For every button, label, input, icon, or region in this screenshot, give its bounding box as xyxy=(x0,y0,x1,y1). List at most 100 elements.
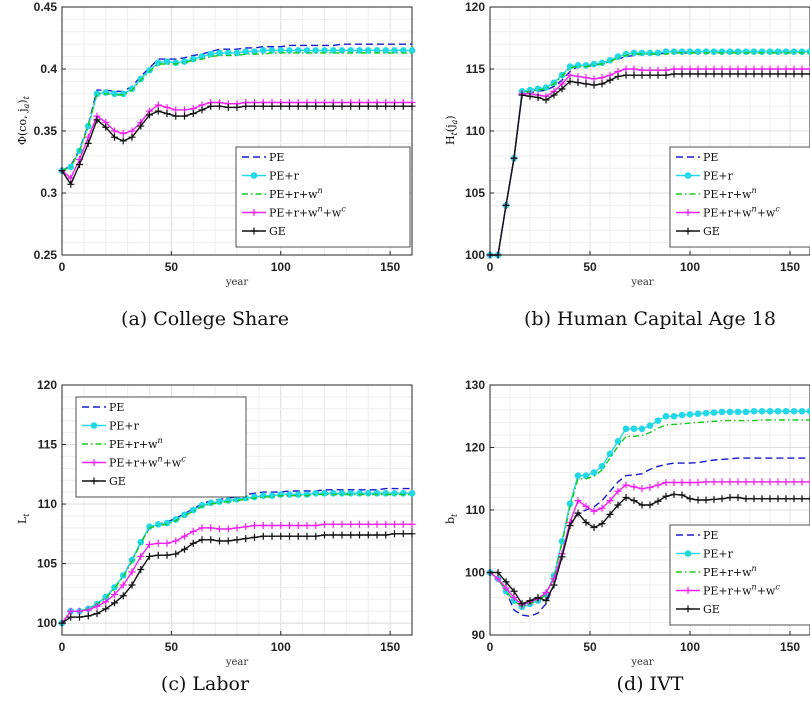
data-point xyxy=(614,501,622,509)
data-point xyxy=(662,492,670,500)
data-point xyxy=(782,478,790,486)
x-tick-label: 100 xyxy=(680,640,700,654)
data-point xyxy=(574,497,582,505)
data-point xyxy=(67,607,75,615)
x-tick-label: 150 xyxy=(380,640,400,654)
data-point xyxy=(102,598,110,606)
series-pe-r-w-n xyxy=(61,52,412,172)
data-point xyxy=(718,70,726,78)
data-point xyxy=(356,490,363,497)
data-point xyxy=(534,594,542,601)
data-point xyxy=(382,531,390,539)
data-point xyxy=(356,520,363,528)
data-point xyxy=(566,71,574,79)
data-point xyxy=(277,521,285,529)
data-point xyxy=(111,90,118,98)
y-tick-label: 0.25 xyxy=(34,248,58,262)
data-point xyxy=(181,106,188,114)
data-point xyxy=(622,65,630,73)
legend-marker xyxy=(684,587,692,594)
data-point xyxy=(373,490,381,497)
y-tick-label: 0.3 xyxy=(40,186,57,200)
data-point xyxy=(782,70,790,78)
data-point xyxy=(726,408,734,416)
legend-label: PE+r+wn​ xyxy=(703,186,757,201)
data-point xyxy=(694,496,702,504)
data-point xyxy=(566,522,574,530)
x-tick-label: 0 xyxy=(487,640,494,654)
data-point xyxy=(119,137,127,145)
data-point xyxy=(163,103,171,111)
chart-panel-1: 0.25 0.3 0.35 0.4 0.45 0 50 100 150 year Φ(co, ja​… xyxy=(16,0,416,330)
data-point xyxy=(590,507,598,515)
data-point xyxy=(646,501,654,509)
data-point xyxy=(391,490,398,497)
data-point xyxy=(119,581,127,589)
data-point xyxy=(76,613,83,621)
legend-label: GE xyxy=(269,225,286,238)
legend-label: PE+r+wn​+wc​ xyxy=(703,583,780,598)
x-tick-label: 50 xyxy=(583,260,597,274)
legend-marker xyxy=(684,172,692,179)
data-point xyxy=(216,102,223,110)
data-point xyxy=(702,496,710,504)
data-point xyxy=(251,533,258,541)
data-point xyxy=(678,491,686,499)
data-point xyxy=(329,102,337,110)
x-axis-label: year xyxy=(630,277,654,288)
data-point xyxy=(233,49,241,57)
data-point xyxy=(189,110,197,118)
data-point xyxy=(542,96,550,104)
legend-label: PE xyxy=(703,529,718,542)
series-line xyxy=(61,43,412,172)
data-point xyxy=(294,532,302,540)
y-tick-label: 120 xyxy=(465,441,485,455)
data-point xyxy=(216,49,223,57)
data-point xyxy=(146,66,153,74)
y-tick-label: 100 xyxy=(37,616,57,630)
data-point xyxy=(598,80,606,88)
data-point xyxy=(726,494,734,501)
data-point xyxy=(93,116,101,124)
data-point xyxy=(338,47,346,54)
series-line xyxy=(489,419,810,608)
data-point xyxy=(718,495,726,503)
data-point xyxy=(646,71,654,79)
data-point xyxy=(502,578,510,586)
data-point xyxy=(662,479,670,486)
legend-marker xyxy=(684,209,692,216)
data-point xyxy=(224,103,232,111)
data-point xyxy=(329,490,337,497)
data-point xyxy=(373,520,381,528)
y-tick-label: 90 xyxy=(472,628,486,642)
data-point xyxy=(742,70,750,78)
data-point xyxy=(347,490,355,497)
data-point xyxy=(630,425,638,433)
data-point xyxy=(614,487,622,495)
data-point xyxy=(242,48,250,55)
data-point xyxy=(303,102,311,110)
y-tick-label: 100 xyxy=(465,566,485,580)
legend-box xyxy=(75,396,247,498)
data-point xyxy=(766,70,774,78)
data-point xyxy=(356,531,363,539)
data-point xyxy=(242,535,250,543)
legend-label: PE+r+wn​+wc​ xyxy=(109,455,186,470)
data-point xyxy=(734,70,742,78)
x-tick-label: 0 xyxy=(487,260,494,274)
data-point xyxy=(338,531,346,539)
data-point xyxy=(242,102,250,110)
data-point xyxy=(216,498,223,505)
y-tick-label: 110 xyxy=(466,503,486,517)
data-point xyxy=(542,597,550,605)
data-point xyxy=(364,102,372,110)
data-point xyxy=(137,122,145,130)
data-point xyxy=(233,103,241,111)
y-tick-label: 130 xyxy=(465,378,485,392)
data-point xyxy=(137,566,145,574)
data-point xyxy=(67,180,75,188)
data-point xyxy=(163,551,171,559)
data-point xyxy=(654,417,662,424)
data-point xyxy=(391,47,398,54)
